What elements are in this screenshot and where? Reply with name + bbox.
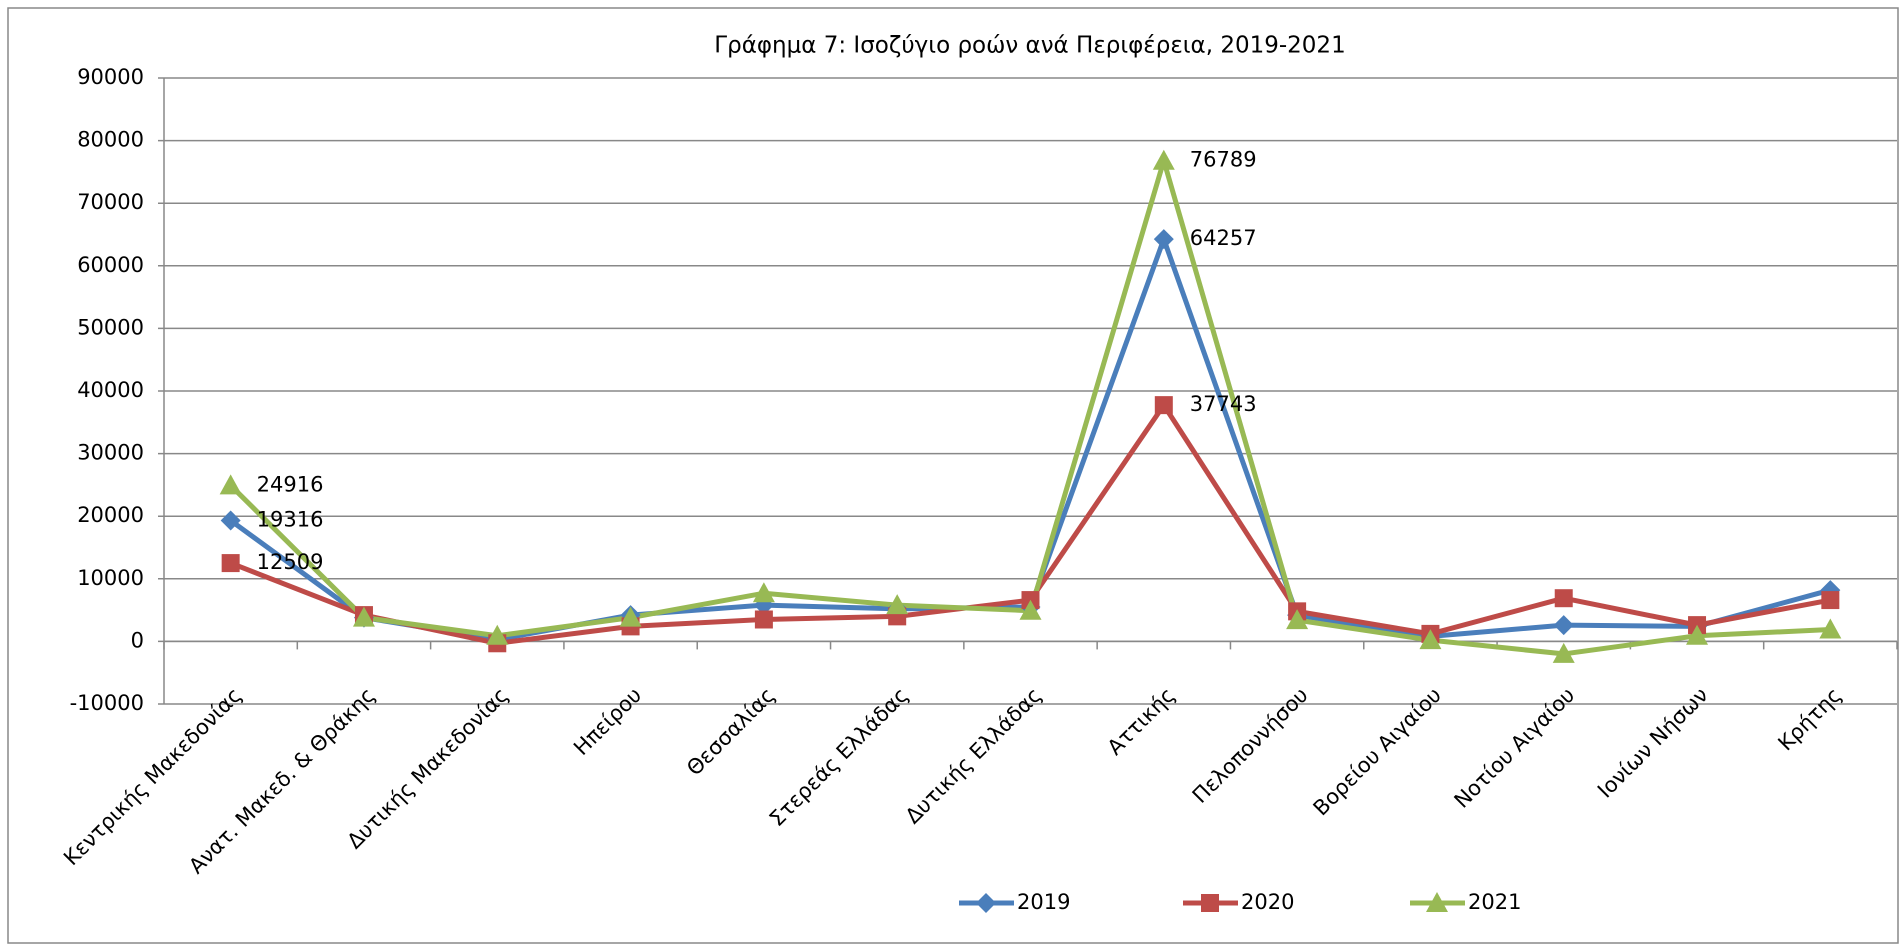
data-point xyxy=(619,606,642,627)
y-tick-label: 20000 xyxy=(77,503,144,527)
data-point xyxy=(754,610,773,629)
legend-label: 2020 xyxy=(1241,890,1294,914)
legend-label: 2021 xyxy=(1468,890,1521,914)
data-point xyxy=(1419,629,1442,650)
y-tick-label: 90000 xyxy=(77,65,144,89)
data-point xyxy=(486,624,509,645)
y-tick-label: 0 xyxy=(131,628,144,652)
data-point xyxy=(1154,396,1173,415)
data-label: 64257 xyxy=(1190,226,1257,250)
data-label: 19316 xyxy=(257,507,324,531)
data-point xyxy=(1153,229,1174,250)
data-point xyxy=(1819,618,1842,639)
data-point xyxy=(1019,599,1042,620)
data-point xyxy=(220,510,241,531)
data-point xyxy=(1821,591,1840,610)
legend-marker xyxy=(1201,894,1219,912)
data-point xyxy=(1152,149,1175,170)
y-tick-label: 30000 xyxy=(77,441,144,465)
data-point xyxy=(752,582,775,603)
y-tick-label: 50000 xyxy=(77,315,144,339)
data-label: 37743 xyxy=(1190,392,1257,416)
data-label: 12509 xyxy=(257,550,324,574)
y-tick-label: 80000 xyxy=(77,128,144,152)
legend-label: 2019 xyxy=(1017,890,1070,914)
data-point xyxy=(1554,589,1573,608)
y-tick-label: 10000 xyxy=(77,566,144,590)
data-point xyxy=(1686,624,1709,645)
data-label: 24916 xyxy=(257,472,324,496)
legend-marker xyxy=(1426,892,1448,912)
legend-marker xyxy=(976,893,996,913)
data-point xyxy=(221,554,240,573)
y-tick-label: 40000 xyxy=(77,378,144,402)
data-point xyxy=(1286,609,1309,630)
chart-border xyxy=(7,7,1899,944)
chart-title: Γράφημα 7: Ισοζύγιο ροών ανά Περιφέρεια,… xyxy=(714,33,1345,59)
data-point xyxy=(219,474,242,495)
data-point xyxy=(352,606,375,627)
y-tick-label: -10000 xyxy=(70,691,144,715)
data-point xyxy=(1552,642,1575,663)
data-label: 76789 xyxy=(1190,148,1257,172)
data-point xyxy=(886,594,909,615)
y-tick-label: 70000 xyxy=(77,190,144,214)
y-tick-label: 60000 xyxy=(77,253,144,277)
data-point xyxy=(1553,615,1574,636)
